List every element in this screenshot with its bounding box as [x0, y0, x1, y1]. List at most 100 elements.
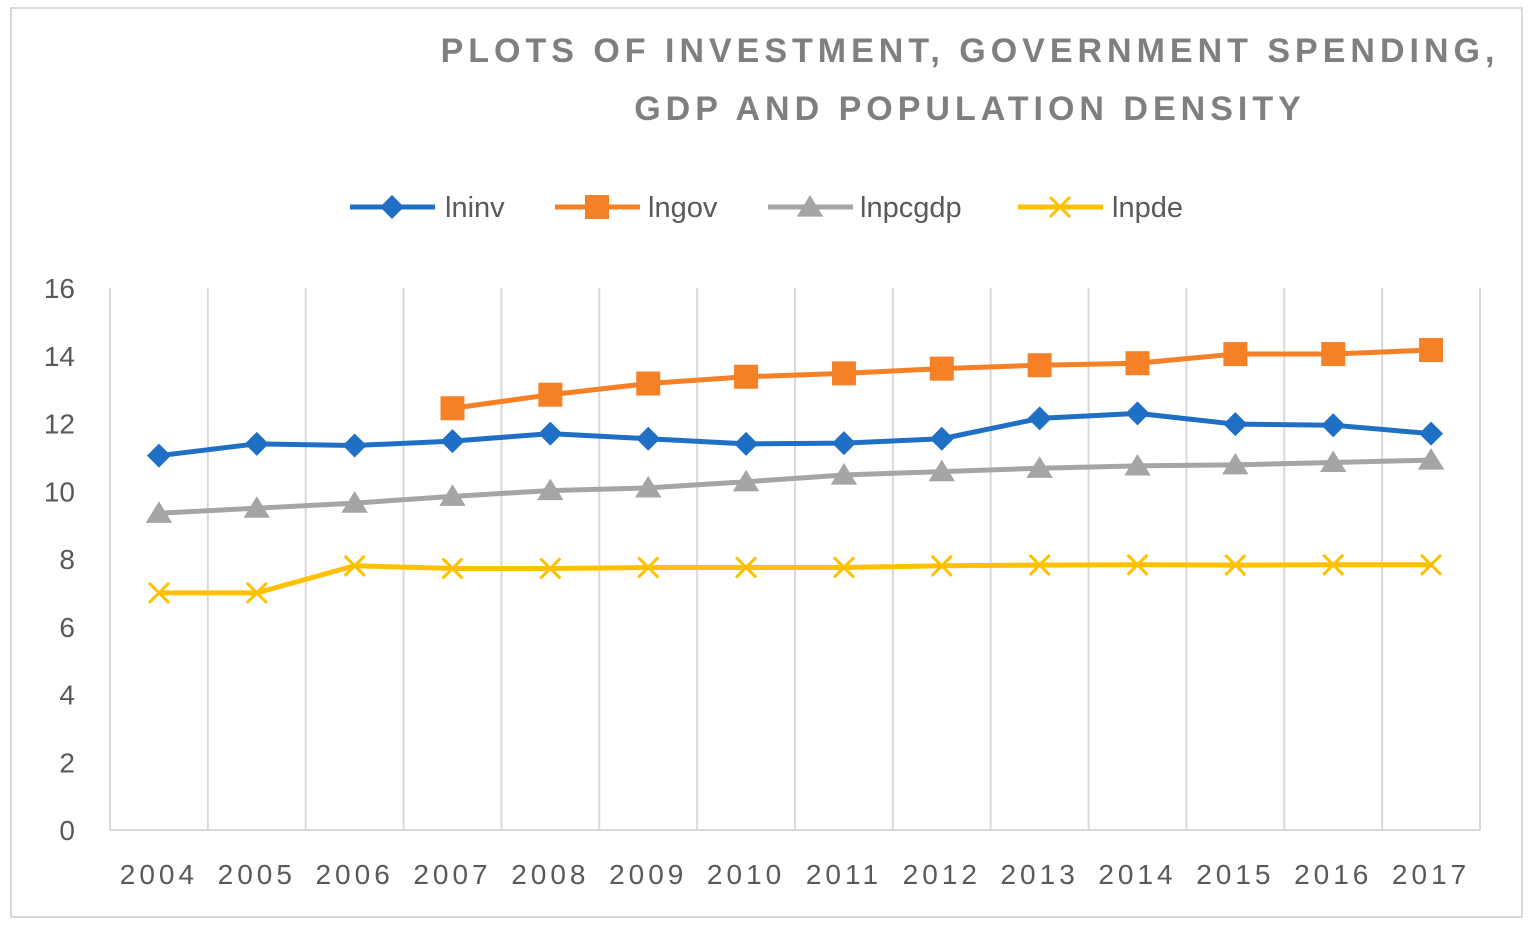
data-point-lninv — [734, 431, 759, 456]
x-tick-label: 2013 — [1000, 859, 1078, 890]
x-tick-label: 2017 — [1392, 859, 1470, 890]
x-tick-label: 2009 — [609, 859, 687, 890]
legend-marker-lninv — [380, 195, 404, 219]
data-point-lninv — [538, 421, 563, 446]
data-point-lninv — [440, 429, 465, 454]
data-point-lngov — [1027, 353, 1052, 378]
data-point-lninv — [146, 443, 171, 468]
x-marker-stroke — [441, 557, 464, 580]
legend-marker-lnpcgdp — [796, 195, 824, 217]
y-tick-label: 4 — [59, 680, 75, 711]
data-point-lngov — [1223, 342, 1248, 367]
data-point-lngov — [636, 371, 661, 396]
x-tick-label: 2015 — [1196, 859, 1274, 890]
axes: 0 2 4 6 8 10 12 14 16 2004 2005 2006 2007 2008 2009 201… — [44, 273, 1480, 890]
series-line-lninv — [158, 410, 1432, 459]
y-tick-label: 6 — [59, 612, 75, 643]
data-point-lninv — [1223, 412, 1248, 437]
x-tick-label: 2011 — [806, 859, 882, 890]
legend-label-lnpcgdp: lnpcgdp — [860, 192, 962, 224]
legend-label-lngov: lngov — [648, 192, 718, 224]
series-lines — [145, 337, 1445, 604]
y-tick-label: 0 — [59, 815, 75, 846]
series-lnpcgdp — [145, 448, 1445, 523]
data-point-lnpcgdp — [732, 469, 760, 492]
legend-label-lninv: lninv — [445, 192, 505, 224]
x-tick-label: 2016 — [1294, 859, 1372, 890]
data-point-lngov — [831, 361, 856, 386]
data-point-lnpcgdp — [1222, 452, 1249, 475]
legend-marker-lnpde — [1048, 195, 1072, 219]
data-point-lnpcgdp — [537, 478, 564, 501]
x-tick-label: 2014 — [1098, 859, 1176, 890]
y-tick-label: 2 — [59, 747, 75, 778]
x-marker-stroke — [147, 581, 170, 604]
x-tick-label: 2005 — [218, 859, 296, 890]
legend-item-lngov: lngov — [555, 192, 718, 224]
chart-title-line-1: PLOTS OF INVESTMENT, GOVERNMENT SPENDING… — [440, 32, 1500, 70]
data-point-lngov — [1419, 337, 1444, 362]
data-point-lngov — [538, 382, 563, 407]
data-point-lninv — [244, 431, 269, 456]
data-point-lnpde — [832, 556, 855, 579]
y-tick-label: 10 — [44, 476, 75, 507]
data-point-lnpde — [539, 557, 562, 580]
legend-label-lnpde: lnpde — [1112, 192, 1183, 224]
y-tick-label: 8 — [59, 544, 75, 575]
chart-title-line-2: GDP AND POPULATION DENSITY — [634, 90, 1306, 128]
data-point-lnpde — [1224, 554, 1247, 577]
data-point-lnpde — [930, 554, 953, 577]
legend-marker-lngov — [585, 195, 609, 219]
x-tick-label: 2008 — [511, 859, 589, 890]
legend-item-lninv: lninv — [350, 192, 505, 224]
x-tick-label: 2004 — [120, 859, 198, 890]
x-marker-stroke — [1048, 195, 1072, 219]
x-marker-stroke — [1322, 553, 1345, 576]
data-point-lnpcgdp — [1026, 456, 1053, 478]
y-tick-label: 16 — [44, 273, 75, 304]
x-marker-stroke — [735, 556, 758, 579]
x-marker-stroke — [1126, 553, 1149, 576]
chart-title: PLOTS OF INVESTMENT, GOVERNMENT SPENDING… — [400, 22, 1535, 138]
data-point-lnpcgdp — [830, 462, 858, 485]
data-point-lninv — [831, 431, 856, 456]
data-point-lnpcgdp — [635, 475, 662, 498]
data-point-lninv — [929, 426, 954, 451]
x-marker-stroke — [637, 556, 660, 579]
data-point-lnpde — [147, 581, 170, 604]
data-point-lnpde — [1028, 554, 1051, 577]
data-point-lnpcgdp — [243, 496, 270, 518]
data-point-lnpde — [735, 556, 758, 579]
data-point-lnpcgdp — [341, 491, 368, 513]
data-point-lnpcgdp — [439, 484, 466, 506]
data-point-lninv — [1027, 406, 1052, 431]
y-tick-label: 14 — [44, 341, 75, 372]
x-tick-label: 2010 — [707, 859, 785, 890]
data-point-lninv — [1419, 421, 1444, 446]
data-point-lngov — [440, 396, 465, 421]
data-point-lngov — [929, 356, 954, 381]
data-point-lnpcgdp — [145, 501, 173, 523]
x-tick-label: 2012 — [903, 859, 981, 890]
x-marker-stroke — [1224, 554, 1247, 577]
data-point-lninv — [1125, 401, 1150, 426]
data-point-lnpde — [1126, 553, 1149, 576]
data-point-lngov — [1125, 351, 1150, 376]
x-tick-label: 2007 — [413, 859, 491, 890]
series-lngov — [440, 337, 1444, 421]
series-lninv — [146, 401, 1444, 468]
series-line-lnpde — [158, 562, 1432, 596]
grid-lines — [109, 288, 1481, 830]
data-point-lngov — [1321, 342, 1346, 367]
data-point-lnpde — [343, 554, 366, 577]
x-marker-stroke — [539, 557, 562, 580]
y-tick-label: 12 — [44, 409, 75, 440]
data-point-lnpde — [1322, 553, 1345, 576]
data-point-lninv — [342, 433, 367, 458]
data-point-lninv — [636, 426, 661, 451]
data-point-lnpde — [245, 581, 268, 604]
data-point-lnpcgdp — [928, 459, 955, 482]
data-point-lngov — [734, 364, 759, 389]
x-marker-stroke — [343, 554, 366, 577]
